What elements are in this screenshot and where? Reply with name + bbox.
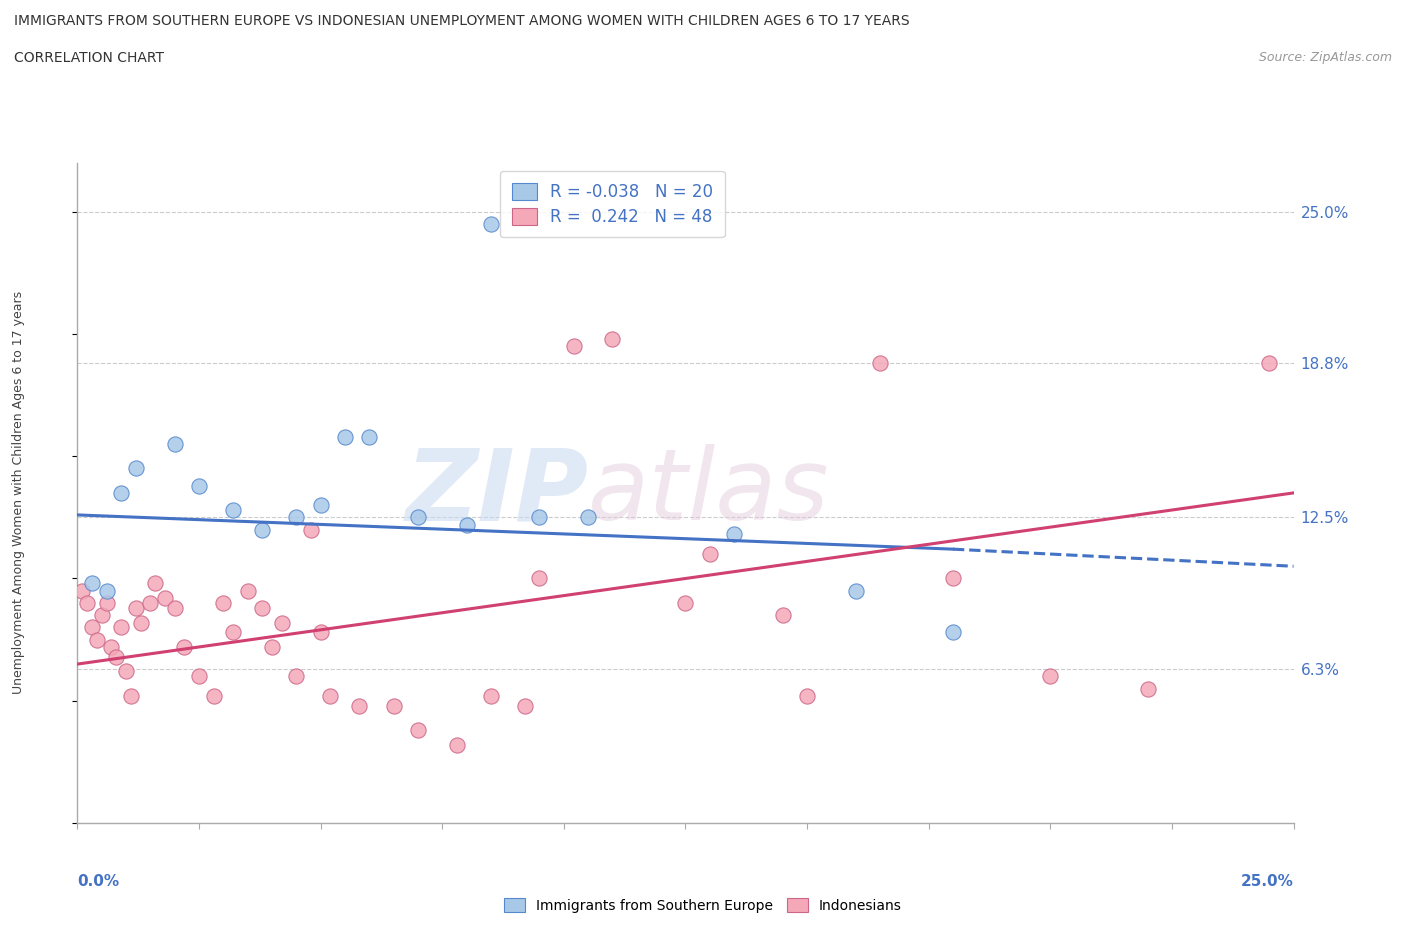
Point [163, 436, 186, 451]
Point [250, 522, 273, 537]
Point [96, 595, 118, 610]
Point [309, 625, 332, 640]
Text: Unemployment Among Women with Children Ages 6 to 17 years: Unemployment Among Women with Children A… [11, 291, 25, 695]
Text: 25.0%: 25.0% [1240, 874, 1294, 889]
Point [163, 601, 186, 616]
Point [576, 510, 599, 525]
Text: ZIP: ZIP [405, 445, 588, 541]
Point [222, 502, 245, 517]
Point [349, 698, 371, 713]
Point [299, 522, 322, 537]
Point [479, 688, 502, 703]
Point [406, 510, 429, 525]
Point [153, 591, 176, 605]
Text: Source: ZipAtlas.com: Source: ZipAtlas.com [1258, 51, 1392, 64]
Point [513, 698, 536, 713]
Point [772, 607, 794, 622]
Point [529, 571, 551, 586]
Point [100, 640, 122, 655]
Point [675, 595, 697, 610]
Point [319, 688, 342, 703]
Point [1258, 356, 1281, 371]
Point [260, 640, 283, 655]
Legend: Immigrants from Southern Europe, Indonesians: Immigrants from Southern Europe, Indones… [499, 893, 907, 919]
Point [285, 510, 308, 525]
Point [382, 698, 405, 713]
Text: atlas: atlas [588, 445, 830, 541]
Point [212, 595, 235, 610]
Point [173, 640, 195, 655]
Point [110, 485, 132, 500]
Point [188, 669, 211, 684]
Point [699, 547, 721, 562]
Point [120, 688, 142, 703]
Text: 0.0%: 0.0% [77, 874, 120, 889]
Point [1039, 669, 1062, 684]
Point [406, 723, 429, 737]
Point [562, 339, 585, 353]
Point [942, 571, 965, 586]
Point [333, 430, 356, 445]
Point [479, 217, 502, 232]
Point [115, 664, 138, 679]
Point [602, 331, 624, 346]
Point [270, 615, 292, 630]
Point [139, 595, 162, 610]
Point [869, 356, 891, 371]
Point [70, 583, 93, 598]
Point [129, 615, 152, 630]
Point [125, 461, 148, 476]
Point [285, 669, 308, 684]
Point [188, 478, 211, 493]
Point [125, 601, 148, 616]
Point [359, 430, 381, 445]
Point [143, 576, 166, 591]
Point [309, 498, 332, 512]
Point [202, 688, 225, 703]
Point [236, 583, 259, 598]
Point [80, 576, 103, 591]
Point [105, 649, 128, 664]
Point [86, 632, 108, 647]
Text: IMMIGRANTS FROM SOUTHERN EUROPE VS INDONESIAN UNEMPLOYMENT AMONG WOMEN WITH CHIL: IMMIGRANTS FROM SOUTHERN EUROPE VS INDON… [14, 14, 910, 28]
Point [456, 517, 478, 532]
Text: CORRELATION CHART: CORRELATION CHART [14, 51, 165, 65]
Point [96, 583, 118, 598]
Point [76, 595, 98, 610]
Point [110, 620, 132, 635]
Point [723, 527, 745, 542]
Point [942, 625, 965, 640]
Point [90, 607, 112, 622]
Legend: R = -0.038   N = 20, R =  0.242   N = 48: R = -0.038 N = 20, R = 0.242 N = 48 [501, 171, 724, 237]
Point [845, 583, 868, 598]
Point [796, 688, 818, 703]
Point [529, 510, 551, 525]
Point [1136, 681, 1159, 696]
Point [80, 620, 103, 635]
Point [446, 737, 468, 752]
Point [250, 601, 273, 616]
Point [222, 625, 245, 640]
